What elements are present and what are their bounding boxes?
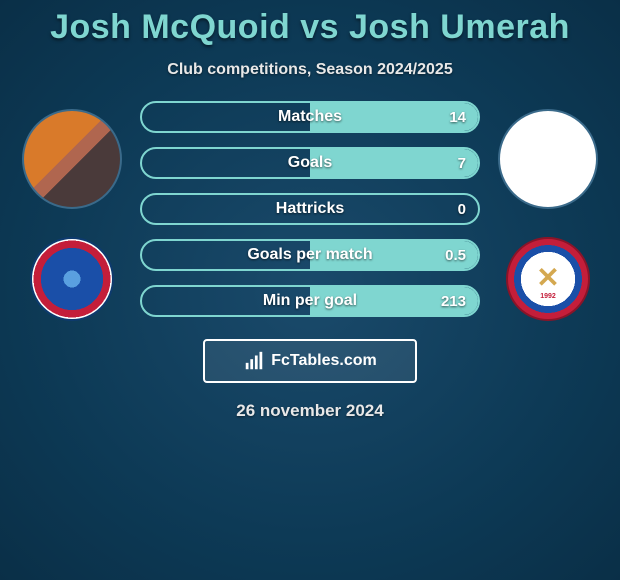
comparison-content: Matches 14 Goals 7 Hattricks 0 Goals per match… [0, 101, 620, 321]
stat-label: Goals [288, 154, 332, 172]
brand-text: FcTables.com [271, 352, 377, 370]
player-right-avatar [498, 109, 598, 209]
player-left-avatar [22, 109, 122, 209]
stat-value-right: 0 [458, 201, 466, 218]
stat-value-right: 213 [441, 293, 466, 310]
chart-icon [243, 350, 265, 372]
stat-label: Min per goal [263, 292, 357, 310]
stat-row: Matches 14 [140, 101, 480, 133]
stat-row: Goals 7 [140, 147, 480, 179]
stat-label: Goals per match [247, 246, 372, 264]
stat-row: Hattricks 0 [140, 193, 480, 225]
stat-value-right: 14 [449, 109, 466, 126]
stat-label: Matches [278, 108, 342, 126]
club-left-badge [30, 237, 114, 321]
footer-date: 26 november 2024 [0, 401, 620, 421]
stat-row: Min per goal 213 [140, 285, 480, 317]
subtitle: Club competitions, Season 2024/2025 [0, 61, 620, 79]
left-side [22, 101, 122, 321]
brand-logo[interactable]: FcTables.com [203, 339, 417, 383]
club-right-badge [506, 237, 590, 321]
stat-label: Hattricks [276, 200, 344, 218]
stat-value-right: 7 [458, 155, 466, 172]
right-side [498, 101, 598, 321]
stat-bars: Matches 14 Goals 7 Hattricks 0 Goals per match… [140, 101, 480, 317]
stat-value-right: 0.5 [445, 247, 466, 264]
bar-fill-right [310, 149, 478, 177]
stat-row: Goals per match 0.5 [140, 239, 480, 271]
page-title: Josh McQuoid vs Josh Umerah [0, 0, 620, 47]
